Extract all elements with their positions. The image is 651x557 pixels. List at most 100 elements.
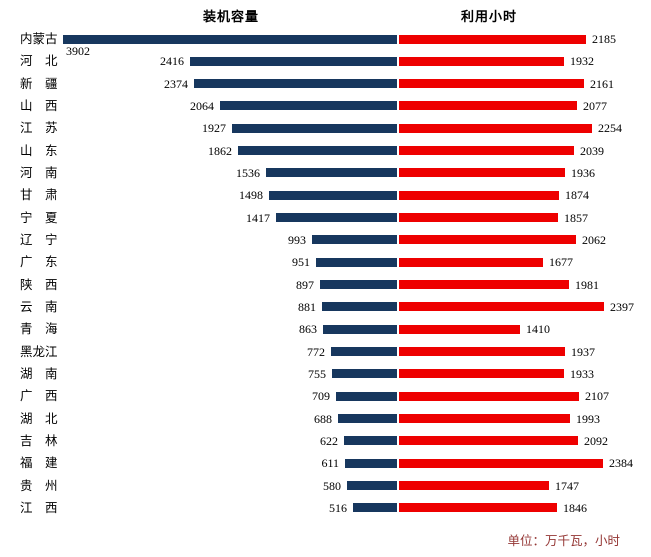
capacity-value: 881 (298, 300, 316, 314)
hours-bar (399, 459, 603, 468)
unit-note: 单位：万千瓦，小时 (507, 534, 620, 548)
hours-bar (399, 503, 557, 512)
capacity-value: 993 (288, 233, 306, 247)
capacity-bar (347, 481, 397, 490)
capacity-value: 755 (308, 367, 326, 381)
capacity-value: 611 (321, 456, 339, 470)
capacity-bar (338, 414, 397, 423)
capacity-value: 516 (329, 501, 347, 515)
capacity-bar (344, 436, 397, 445)
province-label: 辽 宁 (20, 233, 58, 247)
hours-bar (399, 124, 592, 133)
capacity-bar (332, 369, 397, 378)
hours-bar (399, 35, 586, 44)
province-label: 宁 夏 (20, 211, 58, 225)
capacity-value: 1862 (208, 144, 232, 158)
hours-value: 2185 (592, 32, 616, 46)
left-series-title: 装机容量 (203, 9, 260, 24)
province-label: 云 南 (20, 300, 58, 314)
capacity-value: 622 (320, 434, 338, 448)
hours-value: 1932 (570, 54, 594, 68)
hours-bar (399, 369, 564, 378)
capacity-value: 2416 (160, 54, 184, 68)
hours-value: 1677 (549, 255, 573, 269)
hours-bar (399, 302, 604, 311)
hours-bar (399, 57, 564, 66)
province-label: 湖 北 (20, 412, 58, 426)
hours-value: 2161 (590, 77, 614, 91)
capacity-value: 772 (307, 345, 325, 359)
province-label: 河 南 (20, 166, 58, 180)
capacity-bar (316, 258, 397, 267)
capacity-value: 2064 (190, 99, 214, 113)
hours-bar (399, 79, 584, 88)
capacity-bar (331, 347, 397, 356)
capacity-bar (238, 146, 397, 155)
capacity-bar (269, 191, 397, 200)
capacity-value: 3902 (66, 44, 90, 58)
hours-bar (399, 146, 574, 155)
capacity-bar (345, 459, 397, 468)
province-label: 新 疆 (20, 77, 58, 91)
capacity-value: 1536 (236, 166, 260, 180)
province-label: 河 北 (20, 54, 58, 68)
province-label: 山 西 (20, 99, 58, 113)
capacity-bar (312, 235, 397, 244)
capacity-value: 1498 (239, 188, 263, 202)
hours-bar (399, 436, 578, 445)
province-label: 广 东 (20, 255, 58, 269)
capacity-bar (353, 503, 397, 512)
hours-bar (399, 347, 565, 356)
capacity-bar (220, 101, 397, 110)
hours-value: 1993 (576, 412, 600, 426)
province-label: 黑龙江 (20, 345, 58, 359)
capacity-bar (63, 35, 397, 44)
capacity-value: 1417 (246, 211, 270, 225)
province-label: 吉 林 (20, 434, 58, 448)
hours-bar (399, 481, 549, 490)
hours-bar (399, 258, 543, 267)
hours-bar (399, 280, 569, 289)
province-label: 江 苏 (20, 121, 58, 135)
right-series-title: 利用小时 (461, 9, 518, 24)
capacity-bar (266, 168, 397, 177)
province-label: 内蒙古 (20, 32, 58, 46)
capacity-bar (232, 124, 397, 133)
capacity-value: 1927 (202, 121, 226, 135)
hours-value: 2397 (610, 300, 634, 314)
hours-value: 1846 (563, 501, 587, 515)
hours-bar (399, 325, 520, 334)
hours-value: 2077 (583, 99, 607, 113)
hours-value: 2062 (582, 233, 606, 247)
hours-value: 2384 (609, 456, 633, 470)
province-label: 贵 州 (20, 479, 58, 493)
province-label: 江 西 (20, 501, 58, 515)
hours-value: 1937 (571, 345, 595, 359)
capacity-value: 951 (292, 255, 310, 269)
hours-value: 1981 (575, 278, 599, 292)
hours-bar (399, 414, 570, 423)
province-label: 青 海 (20, 322, 58, 336)
hours-value: 1874 (565, 188, 589, 202)
province-label: 福 建 (20, 456, 58, 470)
province-label: 甘 肃 (20, 188, 58, 202)
hours-value: 1857 (564, 211, 588, 225)
hours-value: 1747 (555, 479, 579, 493)
hours-bar (399, 168, 565, 177)
hours-bar (399, 392, 579, 401)
capacity-bar (276, 213, 397, 222)
capacity-value: 2374 (164, 77, 188, 91)
capacity-bar (320, 280, 397, 289)
hours-value: 2254 (598, 121, 622, 135)
capacity-bar (323, 325, 397, 334)
hours-value: 1410 (526, 322, 550, 336)
capacity-value: 709 (312, 389, 330, 403)
capacity-value: 580 (323, 479, 341, 493)
hours-value: 1933 (570, 367, 594, 381)
hours-bar (399, 235, 576, 244)
hours-value: 2039 (580, 144, 604, 158)
capacity-value: 688 (314, 412, 332, 426)
hours-bar (399, 101, 577, 110)
capacity-bar (322, 302, 397, 311)
capacity-bar (190, 57, 397, 66)
